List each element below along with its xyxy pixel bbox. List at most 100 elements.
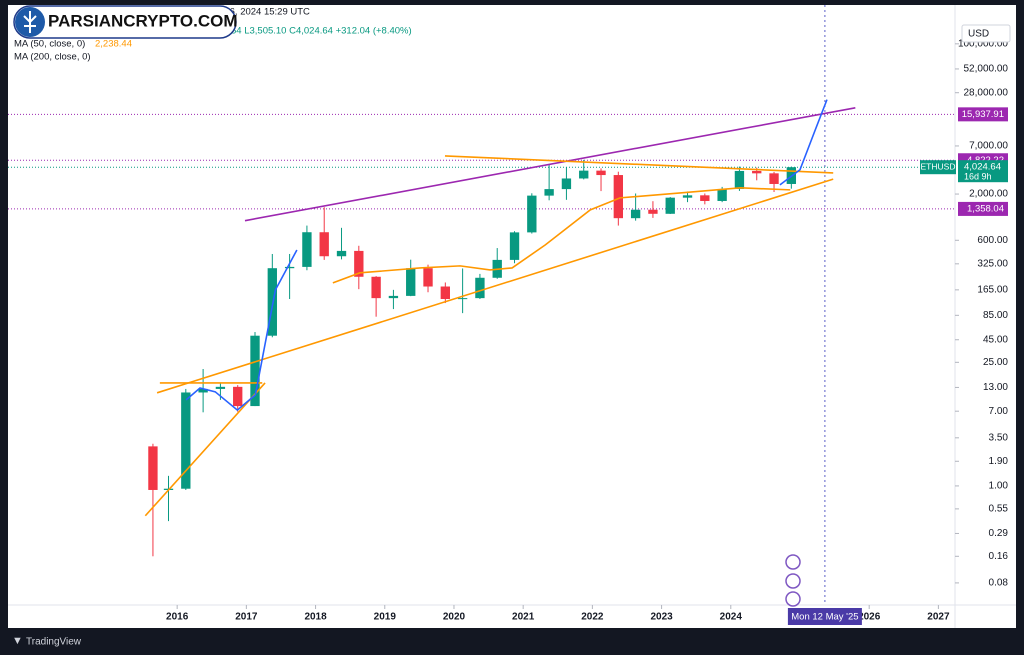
indicator-name: MA (200, close, 0) [14,52,91,63]
drawing-line [244,107,856,222]
event-icon[interactable] [785,554,801,570]
y-tick-label: 0.55 [989,504,1009,515]
drawing-line [779,99,828,186]
x-tick-label: 2026 [858,612,881,623]
candle-body [440,286,450,300]
drawing-line [444,155,834,174]
candle-body [682,195,693,198]
y-tick-label: 0.08 [989,578,1009,589]
cursor-label: Mon 12 May '25 [791,612,858,623]
candle-body [475,277,485,299]
candle-body [544,189,554,196]
y-tick-label: 325.00 [977,258,1008,269]
candle-body [752,170,762,174]
y-tick-label: 25.00 [983,357,1008,368]
candle-body [388,295,399,299]
candle-body [233,386,243,407]
candle-body [769,173,779,184]
candle-body [198,388,208,393]
symbol-label: ETHUSD [921,161,956,171]
x-tick-label: 2024 [720,612,743,623]
indicator-name: MA (50, close, 0) [14,39,85,50]
price-label: 1,358.04 [967,203,1004,214]
y-tick-label: 600.00 [977,235,1008,246]
y-tick-label: 52,000.00 [964,64,1009,75]
price-label-bg [958,201,1008,216]
currency-box[interactable] [961,24,1011,43]
y-tick-label: 2,000.00 [969,189,1008,200]
logo-glyph [23,11,37,33]
candle-body [319,232,329,257]
y-tick-label: 7,000.00 [969,141,1008,152]
candle-body [527,195,537,233]
price-label: 15,937.91 [962,109,1004,120]
x-tick-label: 2023 [650,612,673,623]
symbol-label-bg [920,160,956,175]
x-tick-label: 2027 [927,612,950,623]
footer-logo-mark: ▼ [12,635,23,647]
candle-body [284,266,295,269]
event-icon[interactable] [785,573,801,589]
candle-body [423,268,433,287]
y-tick-label: 85.00 [983,310,1008,321]
cursor-label-bg [787,608,862,625]
y-tick-label: 7.00 [989,406,1009,417]
x-tick-label: 2021 [512,612,535,623]
logo-text: PARSIANCRYPTO.COM [48,11,238,30]
x-tick-label: 2017 [235,612,258,623]
current-price-label: 4,024.64 [964,162,1001,173]
y-tick-label: 45.00 [983,334,1008,345]
y-tick-label: 1.90 [989,456,1009,467]
x-tick-label: 2022 [581,612,604,623]
candle-body [457,298,468,300]
x-tick-label: 2016 [166,612,189,623]
y-tick-label: 1.00 [989,481,1009,492]
footer-brand: TradingView [26,637,82,648]
y-tick-label: 165.00 [977,284,1008,295]
logo-badge [13,5,237,39]
candle-body [215,386,226,389]
x-tick-label: 2018 [304,612,327,623]
candle-body [371,276,381,299]
candle-body [509,232,520,260]
candle-body [302,232,312,267]
candle-body [181,392,191,489]
drawing-line [144,382,266,517]
ohlc-legend: 54 L3,505.10 C4,024.64 +312.04 (+8.40%) [231,26,412,37]
indicator-value: 2,238.44 [95,39,132,50]
currency: USD [968,29,989,40]
candle-body [148,446,158,490]
event-icon[interactable] [785,591,801,607]
drawing-line [185,249,298,412]
candle-body [648,209,658,214]
candle-body [336,250,347,257]
drawing-line [332,187,791,284]
chart-background [8,5,1016,628]
candle-body [665,197,675,214]
candle-body [700,195,710,201]
y-tick-label: 13.00 [983,382,1008,393]
y-tick-label: 0.29 [989,528,1009,539]
y-tick-label: 100,000.00 [958,38,1008,49]
candle-body [354,250,364,277]
price-label-bg [958,107,1008,122]
y-tick-label: 3.50 [989,432,1009,443]
candle-body [561,178,572,190]
plot [8,5,955,605]
y-tick-label: 0.16 [989,551,1009,562]
candle-body [734,170,745,189]
drawing-line [156,178,834,394]
x-tick-label: 2019 [374,612,397,623]
candle-body [250,335,260,407]
candle-body [613,175,623,219]
current-price-bg [958,160,1008,183]
countdown: 16d 9h [964,172,992,182]
y-tick-label: 28,000.00 [964,87,1009,98]
candle-body [630,209,641,219]
candle-body [596,170,606,176]
candle-body [406,268,416,296]
overlay: founder published on TradingView.com, De… [12,5,1011,648]
candle-body [579,170,589,179]
x-tick-label: 2020 [443,612,466,623]
